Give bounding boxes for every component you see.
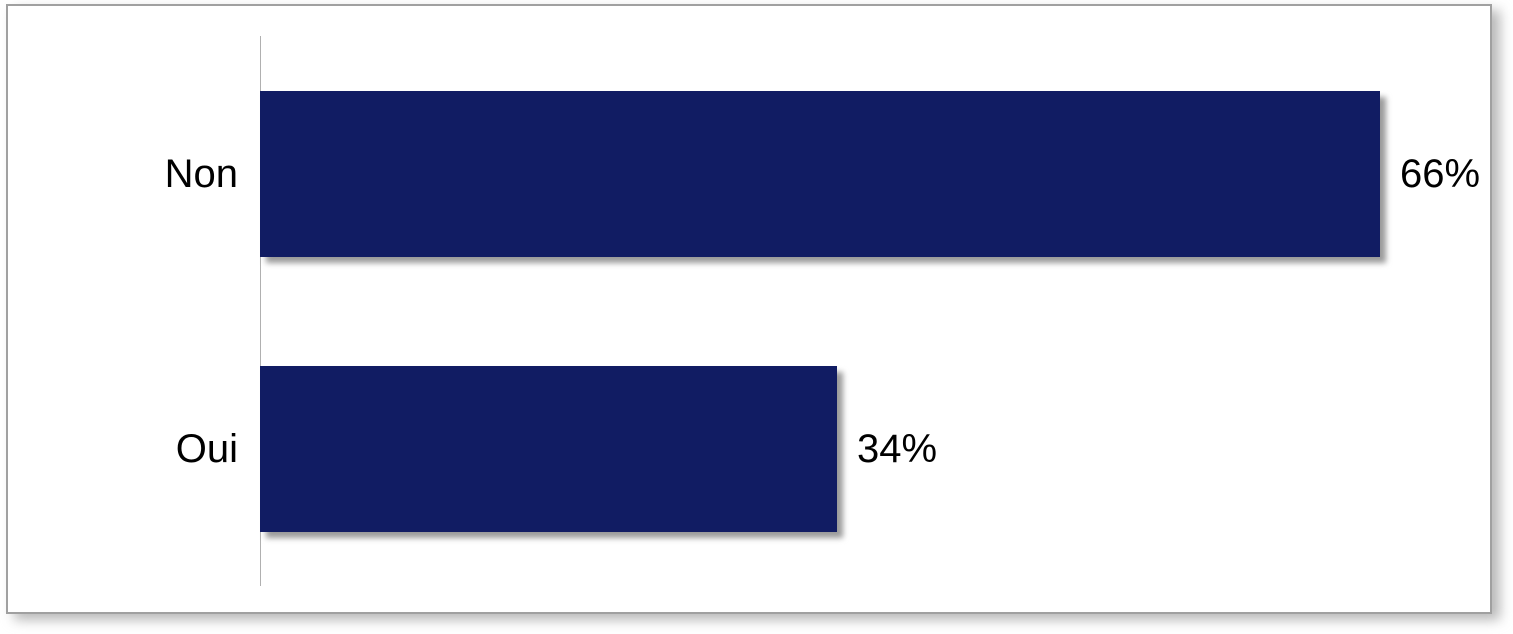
category-label: Non <box>8 154 238 194</box>
chart-frame: Non 66% Oui 34% <box>0 0 1513 634</box>
bar <box>260 366 837 532</box>
value-label: 66% <box>1400 154 1480 194</box>
bar <box>260 91 1380 257</box>
bar-track: Non 66% <box>8 36 1490 311</box>
value-label: 34% <box>857 429 937 469</box>
category-label: Oui <box>8 429 238 469</box>
bar-track: Oui 34% <box>8 311 1490 586</box>
chart-panel: Non 66% Oui 34% <box>6 4 1492 614</box>
plot-area: Non 66% Oui 34% <box>8 36 1490 582</box>
